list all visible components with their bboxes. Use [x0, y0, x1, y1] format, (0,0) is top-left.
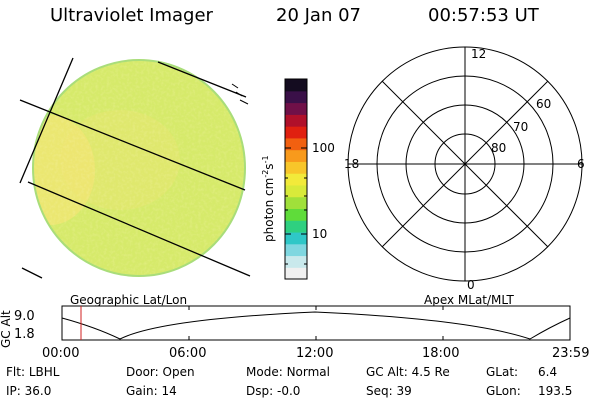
- colorbar-tick-10: 10: [312, 227, 328, 241]
- colorbar-band: [285, 231, 307, 245]
- colorbar-band: [285, 173, 307, 186]
- mlt-label-12: 12: [471, 47, 487, 61]
- colorbar-band: [285, 114, 307, 127]
- status-seq: Seq: 39: [366, 384, 412, 398]
- projection-label: Geographic Lat/Lon: [70, 293, 188, 307]
- date-label: 20 Jan 07: [276, 5, 361, 26]
- colorbar-tick-100: 100: [312, 141, 335, 155]
- time-label: 00:57:53 UT: [428, 5, 539, 26]
- status-filter: Flt: LBHL: [6, 365, 60, 379]
- colorbar-band: [285, 149, 307, 162]
- orbit-xtick-1: 06:00: [169, 346, 207, 361]
- apex-label: Apex MLat/MLT: [424, 293, 514, 307]
- orbit-xtick-0: 00:00: [42, 346, 80, 361]
- mlt-label-6: 6: [577, 157, 585, 171]
- instrument-title: Ultraviolet Imager: [50, 5, 213, 26]
- mlt-label-0: 0: [467, 278, 475, 292]
- lat-label-80: 80: [491, 141, 507, 155]
- disk-limb: [32, 59, 246, 277]
- meridian-diagonal: [381, 80, 549, 248]
- colorbar-band: [285, 196, 307, 210]
- polar-mlt-plot: [347, 46, 583, 282]
- status-mode: Mode: Normal: [246, 365, 330, 379]
- colorbar-band: [285, 90, 307, 104]
- colorbar-band: [285, 184, 307, 198]
- auroral-image-panel: [19, 57, 251, 279]
- status-glon-value: 193.5: [538, 384, 573, 398]
- colorbar-band: [285, 137, 307, 151]
- altitude-curve: [61, 311, 571, 340]
- colorbar-unit-label: photon cm-2s-1: [261, 155, 276, 242]
- colorbar-band: [285, 255, 307, 268]
- colorbar-band: [285, 79, 307, 92]
- status-gain: Gain: 14: [126, 384, 177, 398]
- geographic-grid-lines: [19, 57, 251, 279]
- status-glat-value: 6.4: [538, 365, 558, 379]
- orbit-xtick-4: 23:59: [552, 346, 590, 361]
- grid-tick-marks: [231, 83, 249, 105]
- colorbar-band: [285, 243, 307, 257]
- orbit-ymax: 9.0: [14, 309, 35, 324]
- orbit-altitude-plot: [61, 305, 571, 341]
- orbit-xtick-2: 12:00: [296, 346, 334, 361]
- colorbar-band: [285, 267, 307, 280]
- orbit-plot-frame: [61, 305, 571, 341]
- orbit-ymin: 1.8: [14, 327, 35, 342]
- orbit-xtick-3: 18:00: [422, 346, 460, 361]
- colorbar-band: [285, 220, 307, 233]
- colorbar-band: [285, 126, 307, 139]
- status-glon: GLon:: [486, 384, 521, 398]
- status-gc-alt: GC Alt: 4.5 Re: [366, 365, 450, 379]
- status-glat: GLat:: [486, 365, 519, 379]
- status-dsp: Dsp: -0.0: [246, 384, 301, 398]
- colorbar-band: [285, 161, 307, 174]
- status-ip: IP: 36.0: [6, 384, 52, 398]
- colorbar-band: [285, 102, 307, 115]
- lat-label-60: 60: [536, 97, 552, 111]
- lat-label-70: 70: [513, 120, 529, 134]
- colorbar: [284, 78, 308, 280]
- mlt-label-18: 18: [344, 157, 360, 171]
- orbit-ylabel: GC Alt: [0, 310, 13, 348]
- colorbar-band: [285, 208, 307, 221]
- status-door: Door: Open: [126, 365, 195, 379]
